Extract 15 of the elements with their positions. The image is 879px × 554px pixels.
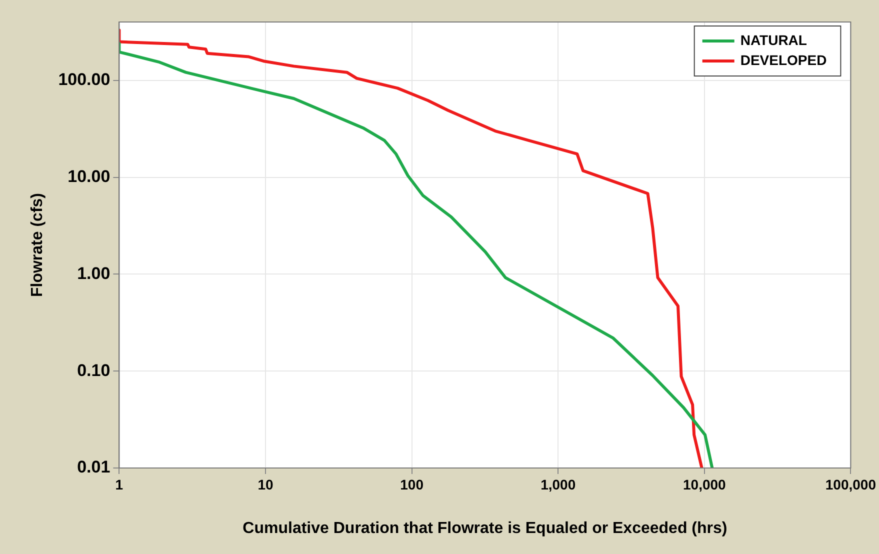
x-tick-label: 10 xyxy=(258,476,274,492)
y-tick-label: 10.00 xyxy=(68,166,110,186)
x-tick-label: 1 xyxy=(115,476,124,492)
x-tick-label: 1,000 xyxy=(540,476,576,492)
x-tick-label: 10,000 xyxy=(682,476,726,492)
y-tick-label: 100.00 xyxy=(58,70,110,90)
y-axis-title: Flowrate (cfs) xyxy=(29,192,46,298)
x-tick-label: 100 xyxy=(400,476,424,492)
y-tick-label: 1.00 xyxy=(77,264,110,283)
x-axis-title: Cumulative Duration that Flowrate is Equaled or Exceeded (hrs) xyxy=(242,520,728,537)
legend-label: NATURAL xyxy=(740,32,808,48)
legend-label: DEVELOPED xyxy=(740,52,827,68)
y-tick-label: 0.10 xyxy=(77,360,110,380)
x-tick-label: 100,000 xyxy=(825,476,876,492)
y-tick-label: 0.01 xyxy=(77,458,110,477)
